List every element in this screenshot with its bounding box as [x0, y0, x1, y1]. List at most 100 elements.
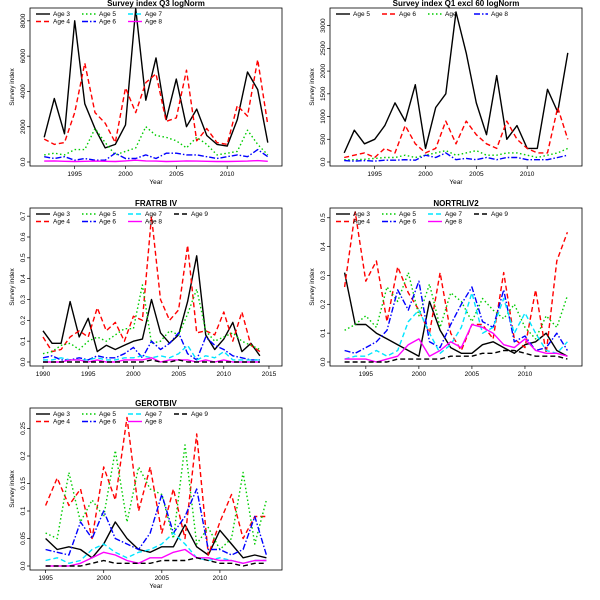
legend-label: Age 7 — [145, 211, 162, 218]
chart-panel-2: Survey index Q1 excl 60 logNorm 1995 2000 2… — [309, 0, 583, 186]
y-tick-label: 2500 — [320, 41, 327, 56]
legend-label: Age 6 — [99, 219, 116, 226]
x-tick-label: 2005 — [169, 171, 184, 178]
y-tick-label: 0.15 — [20, 477, 27, 490]
x-tick-label: 2010 — [520, 171, 535, 178]
x-tick-label: 1995 — [367, 171, 382, 178]
y-tick-label: 4000 — [20, 84, 27, 99]
y-axis-label: Survey index — [9, 469, 16, 507]
legend-label: Age 3 — [53, 211, 70, 218]
y-tick-label: 0.2 — [320, 299, 327, 308]
y-tick-label: 0.5 — [20, 253, 27, 262]
legend-label: Age 6 — [399, 219, 416, 226]
y-tick-label: 1500 — [320, 86, 327, 101]
series-line-age-4 — [44, 416, 267, 556]
x-tick-label: 1995 — [67, 171, 82, 178]
chart-title: FRATRB IV — [135, 199, 178, 208]
series-line-age-8 — [43, 357, 260, 363]
y-tick-label: 500 — [320, 133, 327, 144]
legend-label: Age 8 — [491, 11, 508, 18]
series-line-age-4 — [343, 211, 569, 354]
series-line-age-9 — [45, 557, 267, 567]
x-tick-label: 2010 — [217, 371, 232, 378]
legend-label: Age 4 — [53, 219, 70, 226]
y-tick-label: 0.1 — [320, 328, 327, 337]
series-line-age-5 — [42, 284, 261, 355]
legend-label: Age — [445, 11, 457, 18]
series-line-age — [344, 147, 569, 161]
legend-label: Age 5 — [399, 211, 416, 218]
legend-label: Age 4 — [53, 19, 70, 26]
plot-frame — [29, 407, 283, 571]
chart-panel-5: GEROTBIV 1995 2000 2005 2010 Year 0.0 0.05 0.1 0.… — [9, 399, 283, 590]
y-tick-label: 0.1 — [20, 506, 27, 515]
x-tick-label: 1995 — [359, 371, 374, 378]
series-line-age-7 — [344, 292, 568, 360]
x-axis-label: Year — [149, 583, 163, 590]
legend-label: Age 7 — [145, 11, 162, 18]
legend-label: Age 7 — [445, 211, 462, 218]
y-tick-label: 0.1 — [20, 336, 27, 345]
legend-label: Age 6 — [99, 419, 116, 426]
series-line-age-5 — [44, 126, 269, 156]
y-tick-label: 1000 — [320, 109, 327, 124]
legend-label: Age 4 — [353, 219, 370, 226]
y-tick-label: 0.0 — [320, 157, 327, 166]
legend-label: Age 8 — [145, 419, 162, 426]
y-tick-label: 0.6 — [20, 232, 27, 241]
series-line-age-5 — [343, 11, 569, 154]
chart-panel-1: Survey index Q3 logNorm 1995 2000 2005 2010 Y… — [9, 0, 283, 186]
y-tick-label: 0.3 — [320, 271, 327, 280]
chart-panel-4: NORTRLIV2 1995 2000 2005 2010 0.0 0.1 0.2 0.3 0.4… — [309, 199, 583, 378]
legend-label: Age 5 — [99, 211, 116, 218]
y-axis-label: Survey index — [309, 267, 316, 305]
series-line-age-4 — [43, 58, 269, 146]
series-line-age-8 — [44, 159, 268, 163]
legend-label: Age 5 — [99, 411, 116, 418]
x-tick-label: 2000 — [118, 171, 133, 178]
y-axis-label: Survey index — [309, 67, 316, 105]
legend-label: Age 8 — [445, 219, 462, 226]
series-line-age-8 — [344, 323, 568, 363]
y-tick-label: 0.5 — [320, 213, 327, 222]
legend-label: Age 5 — [99, 11, 116, 18]
series-line-age-8 — [45, 548, 267, 567]
series-line-age-6 — [344, 106, 569, 159]
y-tick-label: 0.0 — [20, 561, 27, 570]
legend-label: Age 3 — [53, 11, 70, 18]
plot-frame — [329, 207, 583, 367]
y-tick-label: 0.0 — [20, 157, 27, 166]
x-tick-label: 2015 — [262, 371, 277, 378]
series-line-age-5 — [344, 271, 569, 340]
legend-label: Age 9 — [191, 411, 208, 418]
x-tick-label: 2000 — [126, 371, 141, 378]
y-tick-label: 0.0 — [320, 357, 327, 366]
plot-frame — [29, 207, 283, 367]
y-tick-label: 0.2 — [20, 315, 27, 324]
y-tick-label: 0.0 — [20, 357, 27, 366]
series-line-age-9 — [344, 349, 568, 363]
legend-label: Age 3 — [353, 211, 370, 218]
legend-label: Age 8 — [145, 219, 162, 226]
y-tick-label: 6000 — [20, 49, 27, 64]
legend-label: Age 5 — [353, 11, 370, 18]
y-tick-label: 0.3 — [20, 295, 27, 304]
y-tick-label: 3000 — [320, 18, 327, 33]
series-line-age-3 — [43, 7, 269, 149]
x-tick-label: 2010 — [518, 371, 533, 378]
chart-title: Survey index Q3 logNorm — [107, 0, 205, 8]
chart-title: GEROTBIV — [135, 399, 177, 408]
legend-label: Age 8 — [145, 19, 162, 26]
x-tick-label: 2000 — [412, 371, 427, 378]
x-tick-label: 1995 — [81, 371, 96, 378]
y-tick-label: 0.4 — [320, 242, 327, 251]
y-tick-label: 0.05 — [20, 532, 27, 545]
x-tick-label: 2000 — [96, 575, 111, 582]
y-tick-label: 0.25 — [20, 422, 27, 435]
series-line-age-9 — [43, 359, 260, 363]
series-line-age-3 — [42, 255, 261, 357]
y-tick-label: 0.4 — [20, 274, 27, 283]
